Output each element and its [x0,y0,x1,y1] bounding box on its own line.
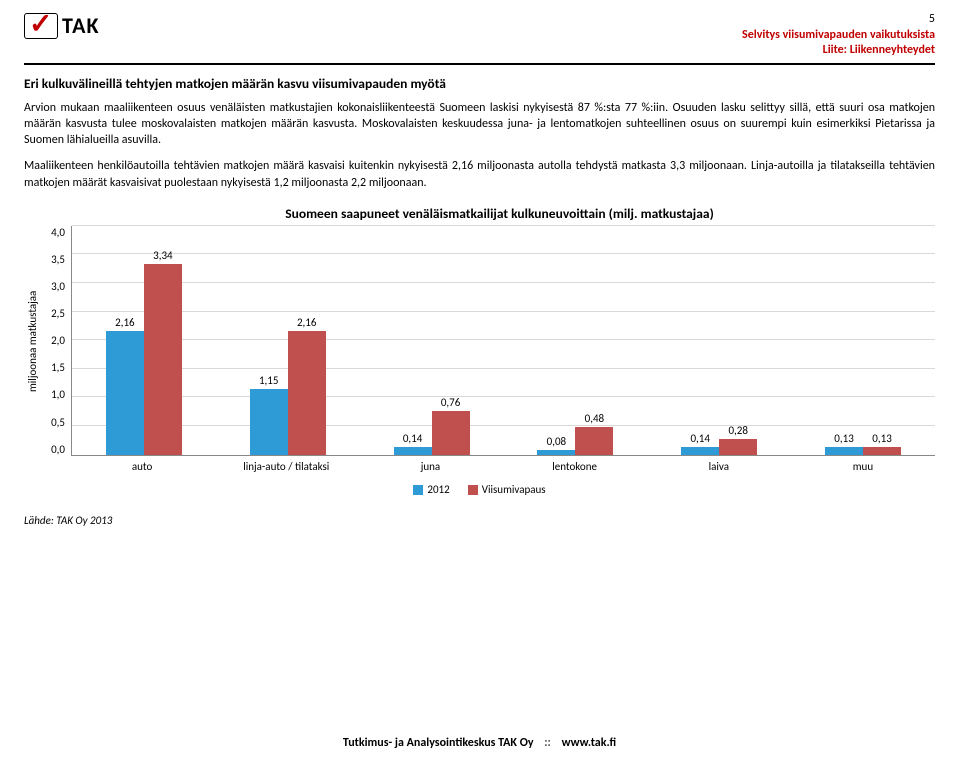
bar-value-label: 3,34 [144,249,182,262]
section-title: Eri kulkuvälineillä tehtyjen matkojen mä… [24,75,935,92]
bar-value-label: 2,16 [288,316,326,329]
y-tick: 0,0 [41,443,65,456]
header-line-1: Selvitys viisumivapauden vaikutuksista [742,28,935,44]
bar: 0,48 [575,427,613,454]
x-tick-label: auto [70,456,214,473]
bar-group: 0,080,48 [503,226,647,455]
legend-swatch [468,485,478,495]
x-axis-labels: autolinja-auto / tilataksijunalentokonel… [70,456,935,473]
bar-value-label: 2,16 [106,316,144,329]
bar: 2,16 [288,331,326,455]
bar-group: 0,140,76 [360,226,504,455]
bar: 0,14 [681,447,719,455]
y-tick: 4,0 [41,226,65,239]
bar-group: 0,130,13 [791,226,935,455]
source-line: Lähde: TAK Oy 2013 [24,514,935,527]
bar: 1,15 [250,389,288,455]
y-tick: 1,5 [41,361,65,374]
bar: 0,13 [863,447,901,454]
bar-value-label: 0,14 [681,432,719,445]
y-tick: 3,5 [41,253,65,266]
bar: 3,34 [144,264,182,455]
header-right: 5 Selvitys viisumivapauden vaikutuksista… [742,12,935,59]
x-tick-label: muu [791,456,935,473]
legend-label: Viisumivapaus [482,483,546,496]
bar-value-label: 1,15 [250,374,288,387]
page-number: 5 [742,12,935,28]
chart-plot-row: miljoonaa matkustajaa 4,0 3,5 3,0 2,5 2,0 1,5… [24,226,935,456]
bar: 2,16 [106,331,144,455]
bar-value-label: 0,76 [432,396,470,409]
plot-area: 2,163,341,152,160,140,760,080,480,140,28… [71,226,935,456]
x-tick-label: laiva [647,456,791,473]
legend-label: 2012 [427,483,449,496]
paragraph-2: Maaliikenteen henkilöautoilla tehtävien … [24,158,935,190]
y-axis-ticks: 4,0 3,5 3,0 2,5 2,0 1,5 1,0 0,5 0,0 [41,226,71,456]
x-tick-label: linja-auto / tilataksi [214,456,358,473]
bar-group: 0,140,28 [647,226,791,455]
bar-group: 2,163,34 [72,226,216,455]
y-tick: 0,5 [41,416,65,429]
bar-value-label: 0,14 [394,432,432,445]
y-tick: 1,0 [41,388,65,401]
legend-item: 2012 [413,483,449,496]
y-tick: 3,0 [41,280,65,293]
footer-org: Tutkimus- ja Analysointikeskus TAK Oy [343,736,534,750]
footer-url: www.tak.fi [562,736,617,750]
page-footer: Tutkimus- ja Analysointikeskus TAK Oy ::… [0,736,959,750]
bar-value-label: 0,08 [537,435,575,448]
chart: Suomeen saapuneet venäläismatkailijat ku… [24,205,935,496]
bar-value-label: 0,48 [575,412,613,425]
bar: 0,14 [394,447,432,455]
paragraph-1: Arvion mukaan maaliikenteen osuus venälä… [24,100,935,149]
y-tick: 2,0 [41,334,65,347]
bar: 0,08 [537,450,575,455]
page-header: TAK 5 Selvitys viisumivapauden vaikutuks… [24,12,935,65]
bar: 0,28 [719,439,757,455]
logo-text: TAK [62,12,100,39]
chart-legend: 2012 Viisumivapaus [24,483,935,496]
bar: 0,13 [825,447,863,454]
bar-value-label: 0,28 [719,424,757,437]
legend-item: Viisumivapaus [468,483,546,496]
x-tick-label: juna [358,456,502,473]
header-line-2: Liite: Liikenneyhteydet [742,43,935,59]
bar-group: 1,152,16 [216,226,360,455]
bar: 0,76 [432,411,470,455]
y-axis-label: miljoonaa matkustajaa [24,226,41,456]
logo: TAK [24,12,100,39]
bar-value-label: 0,13 [825,432,863,445]
x-tick-label: lentokone [503,456,647,473]
y-tick: 2,5 [41,307,65,320]
check-icon [24,13,58,39]
footer-separator: :: [536,736,559,750]
chart-title: Suomeen saapuneet venäläismatkailijat ku… [64,205,935,222]
bar-value-label: 0,13 [863,432,901,445]
legend-swatch [413,485,423,495]
